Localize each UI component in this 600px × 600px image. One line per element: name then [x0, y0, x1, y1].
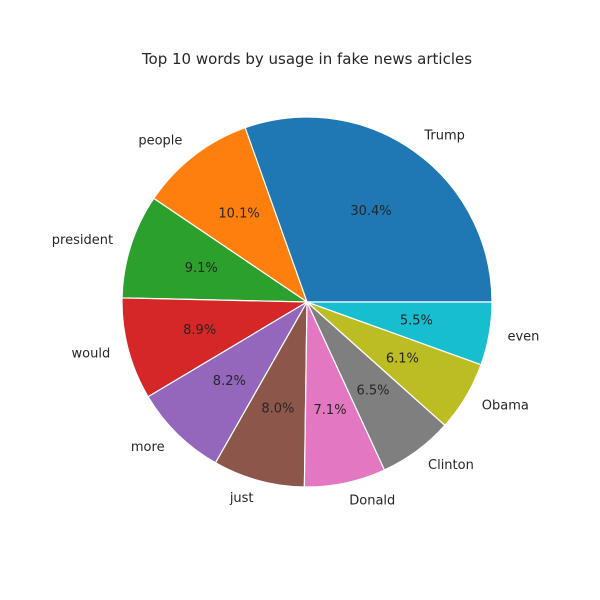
- slice-label-clinton: Clinton: [428, 458, 474, 473]
- pie-slices: [121, 116, 493, 488]
- pie-slice-just: [214, 301, 308, 488]
- slice-label-trump: Trump: [423, 128, 465, 143]
- pie-slice-would: [121, 297, 308, 398]
- slice-percent-would: 8.9%: [183, 323, 216, 338]
- slice-percent-more: 8.2%: [213, 374, 246, 389]
- slice-label-president: president: [52, 233, 113, 248]
- slice-percent-clinton: 6.5%: [356, 384, 389, 399]
- slice-percent-people: 10.1%: [218, 207, 259, 222]
- pie-slice-even: [306, 301, 493, 366]
- slice-percent-president: 9.1%: [185, 261, 218, 276]
- slice-label-even: even: [507, 330, 539, 345]
- slice-percent-even: 5.5%: [400, 314, 433, 329]
- pie-slice-people: [153, 127, 308, 303]
- slice-label-obama: Obama: [482, 399, 529, 414]
- slice-label-just: just: [229, 491, 254, 506]
- pie-slice-more: [147, 301, 308, 464]
- pie-slice-trump: [244, 116, 493, 303]
- slice-percent-trump: 30.4%: [350, 204, 391, 219]
- slice-label-donald: Donald: [349, 494, 395, 509]
- pie-slice-president: [121, 197, 308, 303]
- slice-label-people: people: [138, 134, 182, 149]
- slice-percent-obama: 6.1%: [386, 351, 419, 366]
- pie-labels: Trump 30.4% people 10.1% president 9.1% would 8…: [52, 128, 540, 508]
- slice-label-would: would: [72, 346, 111, 361]
- slice-percent-just: 8.0%: [261, 402, 294, 417]
- slice-label-more: more: [131, 440, 165, 455]
- slice-percent-donald: 7.1%: [314, 403, 347, 418]
- chart-title: Top 10 words by usage in fake news artic…: [141, 50, 472, 68]
